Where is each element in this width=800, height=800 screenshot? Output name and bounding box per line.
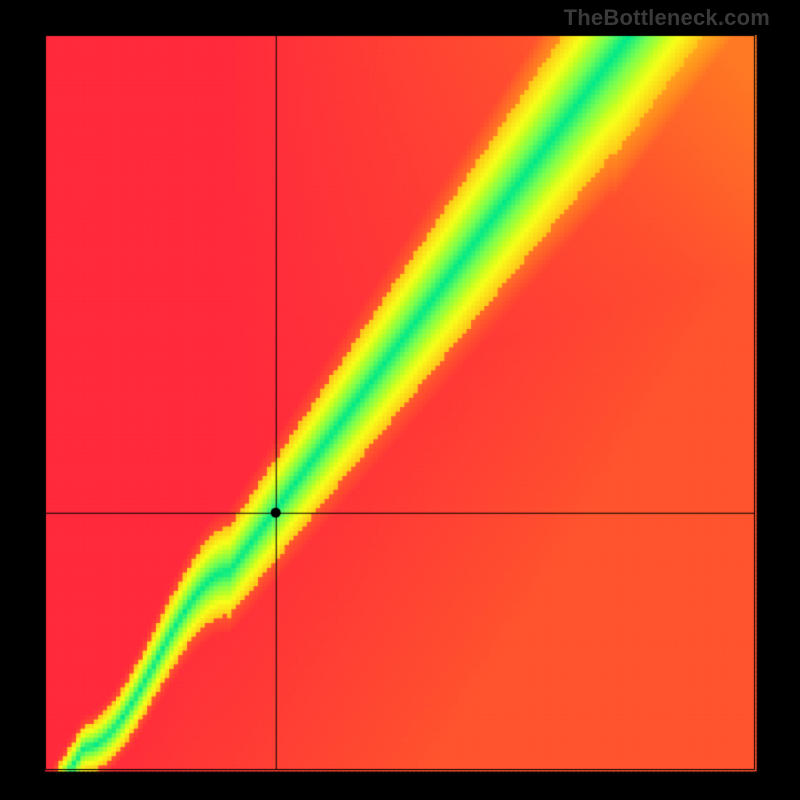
chart-container: TheBottleneck.com (0, 0, 800, 800)
watermark-text: TheBottleneck.com (564, 5, 770, 31)
heatmap-canvas (0, 0, 800, 800)
